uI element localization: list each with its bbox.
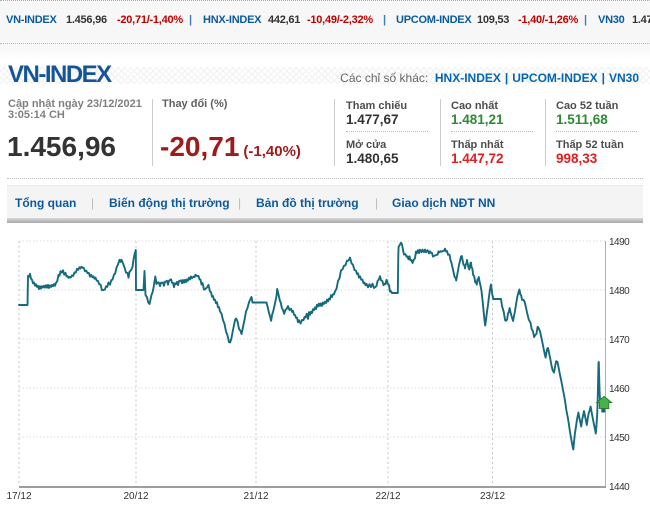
svg-text:1450: 1450	[609, 433, 630, 444]
svg-text:20/12: 20/12	[123, 491, 148, 502]
svg-text:1460: 1460	[609, 384, 630, 395]
svg-text:21/12: 21/12	[243, 491, 268, 502]
svg-text:1470: 1470	[609, 335, 630, 346]
svg-text:23/12: 23/12	[480, 491, 505, 502]
svg-text:22/12: 22/12	[375, 491, 400, 502]
svg-text:1490: 1490	[609, 237, 630, 248]
svg-text:17/12: 17/12	[6, 491, 31, 502]
svg-text:1480: 1480	[609, 286, 630, 297]
svg-text:1440: 1440	[609, 482, 630, 493]
